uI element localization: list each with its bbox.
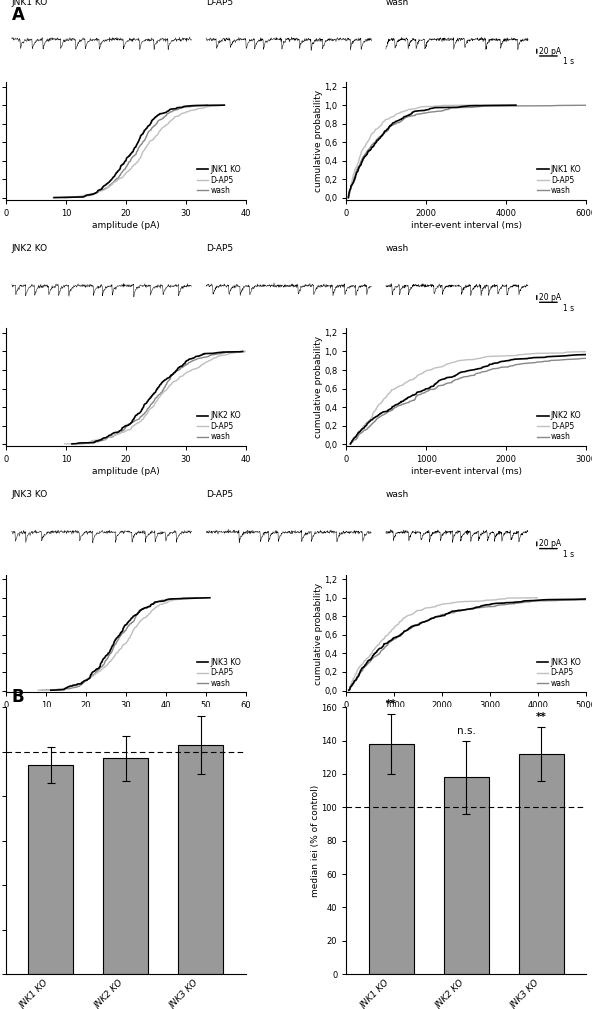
Text: 20 pA: 20 pA	[539, 540, 561, 548]
X-axis label: amplitude (pA): amplitude (pA)	[92, 713, 160, 722]
X-axis label: inter-event interval (ms): inter-event interval (ms)	[411, 221, 522, 229]
Text: A: A	[12, 6, 25, 24]
Bar	[519, 754, 564, 975]
Text: **: **	[386, 699, 397, 709]
Text: **: **	[536, 712, 546, 722]
Text: JNK1 KO: JNK1 KO	[12, 0, 48, 7]
Legend: JNK1 KO, D-AP5, wash: JNK1 KO, D-AP5, wash	[196, 164, 242, 196]
Text: 1 s: 1 s	[563, 550, 574, 559]
Text: B: B	[12, 688, 24, 705]
Text: D-AP5: D-AP5	[206, 490, 233, 499]
Text: 1 s: 1 s	[563, 304, 574, 313]
X-axis label: amplitude (pA): amplitude (pA)	[92, 221, 160, 229]
Bar	[178, 745, 223, 975]
Text: 20 pA: 20 pA	[539, 293, 561, 302]
Text: wash: wash	[386, 0, 409, 7]
Y-axis label: cumulative probability: cumulative probability	[314, 336, 323, 438]
Bar	[104, 759, 148, 975]
Y-axis label: cumulative probability: cumulative probability	[314, 90, 323, 192]
Legend: JNK1 KO, D-AP5, wash: JNK1 KO, D-AP5, wash	[536, 164, 583, 196]
Text: JNK2 KO: JNK2 KO	[12, 244, 48, 253]
Text: 20 pA: 20 pA	[539, 46, 561, 55]
Y-axis label: cumulative probability: cumulative probability	[314, 582, 323, 684]
Text: D-AP5: D-AP5	[206, 0, 233, 7]
Legend: JNK3 KO, D-AP5, wash: JNK3 KO, D-AP5, wash	[536, 657, 583, 688]
X-axis label: inter-event interval (ms): inter-event interval (ms)	[411, 467, 522, 476]
X-axis label: amplitude (pA): amplitude (pA)	[92, 467, 160, 476]
Text: 1 s: 1 s	[563, 58, 574, 67]
Text: D-AP5: D-AP5	[206, 244, 233, 253]
Bar	[369, 744, 414, 975]
Text: wash: wash	[386, 244, 409, 253]
Legend: JNK3 KO, D-AP5, wash: JNK3 KO, D-AP5, wash	[196, 657, 242, 688]
Text: JNK3 KO: JNK3 KO	[12, 490, 48, 499]
Bar	[444, 777, 488, 975]
Bar	[28, 765, 73, 975]
Legend: JNK2 KO, D-AP5, wash: JNK2 KO, D-AP5, wash	[196, 411, 242, 442]
Legend: JNK2 KO, D-AP5, wash: JNK2 KO, D-AP5, wash	[536, 411, 583, 442]
Y-axis label: median iei (% of control): median iei (% of control)	[311, 785, 320, 897]
Text: wash: wash	[386, 490, 409, 499]
X-axis label: inter-event interval (ms): inter-event interval (ms)	[411, 713, 522, 722]
Text: n.s.: n.s.	[457, 725, 475, 736]
